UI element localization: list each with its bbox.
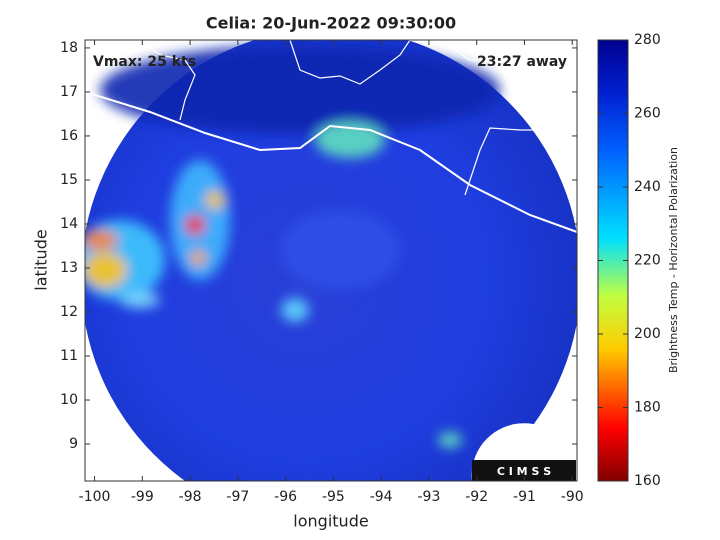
x-tick-label: -100 xyxy=(79,489,111,505)
x-tick-label: -95 xyxy=(322,489,345,505)
annotation: 23:27 away xyxy=(477,54,567,70)
colorbar-tick-label: 160 xyxy=(634,473,661,489)
x-tick-label: -90 xyxy=(561,489,584,505)
x-tick-label: -96 xyxy=(274,489,297,505)
x-tick-label: -93 xyxy=(417,489,440,505)
y-tick-label: 13 xyxy=(60,260,78,276)
x-axis-label: longitude xyxy=(293,512,368,531)
colorbar-tick-label: 240 xyxy=(634,179,661,195)
y-axis-label: latitude xyxy=(32,229,51,290)
colorbar-tick-label: 200 xyxy=(634,326,661,342)
y-tick-label: 15 xyxy=(60,172,78,188)
annotation: Vmax: 25 kts xyxy=(93,54,196,70)
y-tick-label: 16 xyxy=(60,128,78,144)
y-tick-label: 18 xyxy=(60,40,78,56)
x-tick-label: -98 xyxy=(179,489,202,505)
y-tick-label: 12 xyxy=(60,304,78,320)
colorbar-tick-label: 180 xyxy=(634,400,661,416)
x-tick-label: -92 xyxy=(465,489,488,505)
map-image xyxy=(85,40,577,481)
x-tick-label: -97 xyxy=(226,489,249,505)
colorbar-label: Brightness Temp - Horizontal Polarizatio… xyxy=(667,147,680,373)
y-tick-label: 10 xyxy=(60,392,78,408)
y-tick-label: 9 xyxy=(69,436,78,452)
y-tick-label: 11 xyxy=(60,348,78,364)
x-tick-label: -99 xyxy=(131,489,154,505)
y-tick-label: 14 xyxy=(60,216,78,232)
x-tick-label: -91 xyxy=(513,489,536,505)
colorbar-tick-label: 220 xyxy=(634,253,661,269)
y-tick-label: 17 xyxy=(60,84,78,100)
logo-text: C I M S S xyxy=(497,465,551,478)
plot-frame xyxy=(84,39,578,482)
x-tick-label: -94 xyxy=(370,489,393,505)
title: Celia: 20-Jun-2022 09:30:00 xyxy=(206,14,456,33)
colorbar-tick-label: 280 xyxy=(634,32,661,48)
colorbar-tick-label: 260 xyxy=(634,106,661,122)
